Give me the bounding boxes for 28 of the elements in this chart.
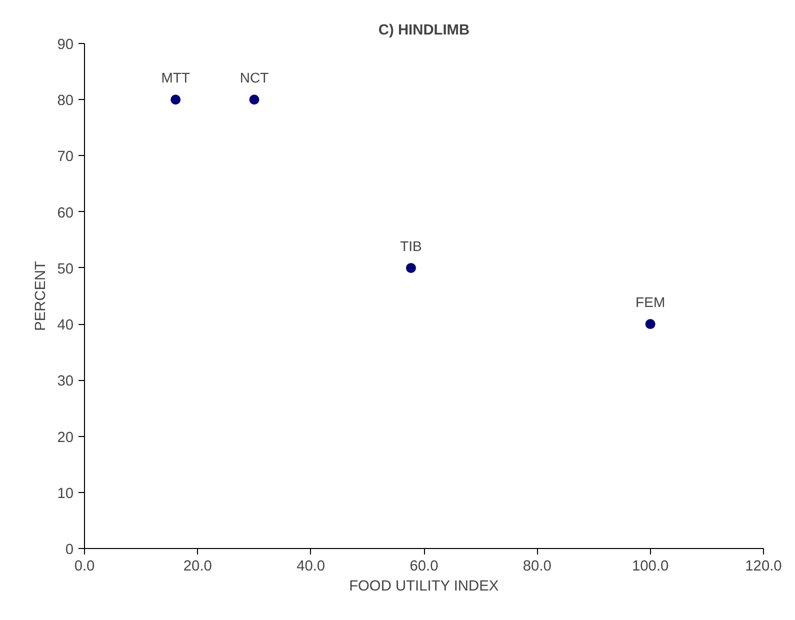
x-tick-label: 60.0 <box>410 558 438 574</box>
y-tick-label: 20 <box>57 430 74 446</box>
y-tick-label: 0 <box>65 542 74 558</box>
point <box>249 94 260 105</box>
y-tick-label: 10 <box>57 486 74 502</box>
x-tick-label: 100.0 <box>632 558 669 574</box>
chart-title: C) HINDLIMB <box>378 22 470 38</box>
y-tick-label: 90 <box>57 37 74 53</box>
annotation: MTT <box>161 70 190 86</box>
x-tick-label: 120.0 <box>745 558 782 574</box>
point <box>406 262 416 273</box>
x-tick-label: 40.0 <box>296 558 326 574</box>
annotation: NCT <box>240 70 270 86</box>
x-tick-label: 80.0 <box>522 558 552 574</box>
annotation: FEM <box>636 294 666 310</box>
y-tick-label: 50 <box>57 261 74 278</box>
point <box>645 319 656 330</box>
x-tick-label: 0.0 <box>74 558 95 574</box>
x-tick-label: 20.0 <box>183 558 212 574</box>
y-tick-label: 40 <box>57 318 74 334</box>
annotation: TIB <box>400 238 422 254</box>
y-tick-label: 70 <box>57 149 74 166</box>
y-axis-title: PERCENT <box>33 260 50 332</box>
y-tick-label: 80 <box>57 93 74 110</box>
point <box>170 94 181 105</box>
x-axis-title: FOOD UTILITY INDEX <box>349 578 499 594</box>
y-tick-label: 30 <box>57 374 74 390</box>
y-tick-label: 60 <box>57 205 74 222</box>
